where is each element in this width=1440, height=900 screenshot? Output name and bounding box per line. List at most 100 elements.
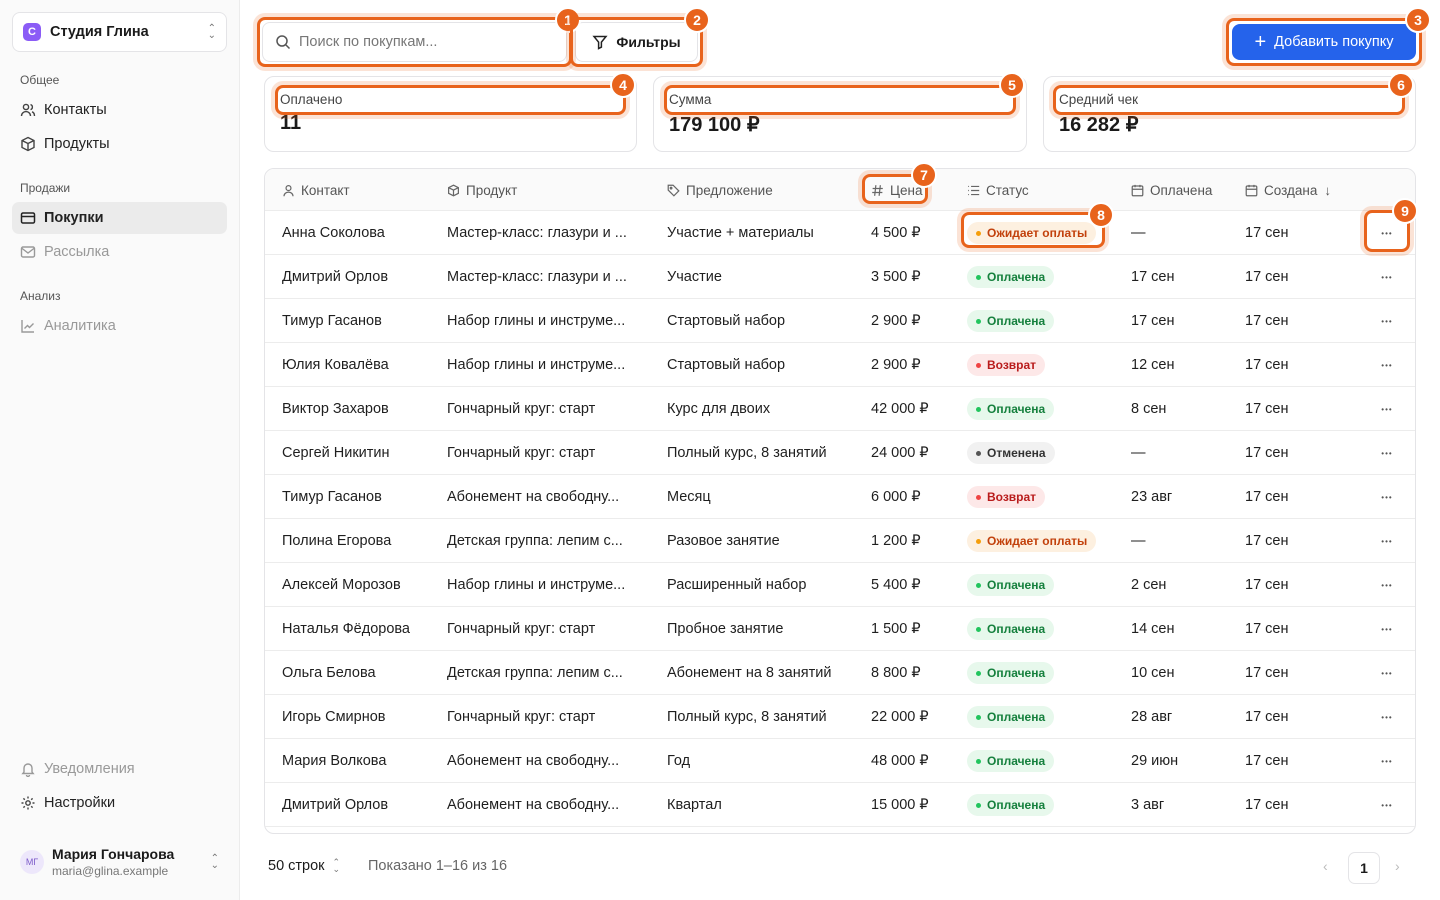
table-row[interactable]: Ольга Белова Детская группа: лепим с... Аб…: [265, 651, 1415, 695]
status-dot: [976, 758, 981, 764]
stat-label: Сумма: [669, 92, 712, 107]
sidebar-item-label: Аналитика: [44, 318, 116, 334]
tag-icon: [667, 184, 680, 197]
sidebar-item-label: Продукты: [44, 136, 110, 152]
sidebar-item-settings[interactable]: Настройки: [12, 787, 227, 819]
table-row[interactable]: Тимур Гасанов Набор глины и инструме... Ст…: [265, 299, 1415, 343]
status-label: Ожидает оплаты: [987, 226, 1088, 240]
chevron-up-down-icon: ⌃ ⌄: [210, 853, 219, 871]
cell-status: Возврат: [967, 343, 1046, 387]
search-box[interactable]: [262, 22, 567, 62]
user-email: maria@glina.example: [52, 864, 169, 878]
cell-created: 17 сен: [1245, 269, 1289, 285]
more-actions-icon[interactable]: •••: [1381, 624, 1393, 634]
status-badge: Оплачена: [967, 574, 1055, 596]
status-label: Отменена: [987, 446, 1046, 460]
sidebar-item-purchases[interactable]: Покупки: [12, 202, 227, 234]
table-row[interactable]: Сергей Никитин Гончарный круг: старт Полны…: [265, 431, 1415, 475]
cell-created: 17 сен: [1245, 313, 1289, 329]
table-row[interactable]: Виктор Захаров Гончарный круг: старт Курс …: [265, 387, 1415, 431]
cell-created: 17 сен: [1245, 577, 1289, 593]
more-actions-icon[interactable]: •••: [1381, 712, 1393, 722]
more-actions-icon[interactable]: •••: [1381, 360, 1393, 370]
table-row[interactable]: Полина Егорова Детская группа: лепим с...…: [265, 519, 1415, 563]
more-actions-icon[interactable]: •••: [1381, 404, 1393, 414]
cell-offer: Разовое занятие: [667, 533, 780, 549]
chevron-left-icon[interactable]: ‹: [1323, 858, 1328, 874]
bell-icon: [20, 761, 36, 777]
sidebar-item-notifications[interactable]: Уведомления: [12, 753, 227, 785]
table-row[interactable]: Наталья Фёдорова Гончарный круг: старт Про…: [265, 607, 1415, 651]
annotation-marker: 6: [1388, 72, 1414, 98]
sort-desc-icon[interactable]: ↓: [1324, 182, 1332, 198]
search-input[interactable]: [299, 34, 549, 50]
column-label: Цена: [890, 182, 923, 198]
cell-contact: Дмитрий Орлов: [282, 797, 389, 813]
status-label: Возврат: [987, 358, 1037, 372]
more-actions-icon[interactable]: •••: [1381, 316, 1393, 326]
table-row[interactable]: Дмитрий Орлов Мастер-класс: глазури и ...…: [265, 255, 1415, 299]
cell-contact: Виктор Захаров: [282, 401, 389, 417]
table-row[interactable]: Дмитрий Орлов Абонемент на свободну... Ква…: [265, 783, 1415, 827]
filters-label: Фильтры: [616, 34, 681, 50]
column-paid[interactable]: Оплачена: [1131, 169, 1212, 211]
table-row[interactable]: Юлия Ковалёва Набор глины и инструме... Ст…: [265, 343, 1415, 387]
table-row[interactable]: Анна Соколова Мастер-класс: глазури и ...…: [265, 211, 1415, 255]
column-product[interactable]: Продукт: [447, 169, 517, 211]
cell-status: Оплачена: [967, 563, 1055, 607]
status-dot: [976, 714, 981, 720]
cell-status: Отменена: [967, 431, 1055, 475]
status-dot: [976, 318, 981, 324]
table-row[interactable]: Тимур Гасанов Абонемент на свободну... Мес…: [265, 475, 1415, 519]
nav-group-general: Общее: [20, 73, 60, 87]
more-actions-icon[interactable]: •••: [1381, 580, 1393, 590]
column-created[interactable]: Создана ↓: [1245, 169, 1331, 211]
column-price[interactable]: Цена: [871, 169, 922, 211]
sidebar-item-mailing[interactable]: Рассылка: [12, 236, 227, 268]
cell-paid: —: [1131, 445, 1146, 461]
cell-paid: 17 сен: [1131, 313, 1175, 329]
cell-paid: 14 сен: [1131, 621, 1175, 637]
filters-button[interactable]: Фильтры: [575, 22, 698, 62]
cell-status: Оплачена: [967, 651, 1055, 695]
workspace-switcher[interactable]: С Студия Глина ⌃ ⌄: [12, 12, 227, 52]
status-badge: Возврат: [967, 354, 1046, 376]
more-actions-icon[interactable]: •••: [1381, 272, 1393, 282]
cell-created: 17 сен: [1245, 709, 1289, 725]
sidebar-item-products[interactable]: Продукты: [12, 128, 227, 160]
more-actions-icon[interactable]: •••: [1381, 492, 1393, 502]
table-row[interactable]: Игорь Смирнов Гончарный круг: старт Полный…: [265, 695, 1415, 739]
column-status[interactable]: Статус: [967, 169, 1029, 211]
status-label: Возврат: [987, 490, 1037, 504]
status-label: Оплачена: [987, 622, 1046, 636]
more-actions-icon[interactable]: •••: [1381, 536, 1393, 546]
cell-paid: 12 сен: [1131, 357, 1175, 373]
more-actions-icon[interactable]: •••: [1381, 448, 1393, 458]
more-actions-icon[interactable]: •••: [1381, 756, 1393, 766]
rows-per-page-select[interactable]: 50 строк ⌃ ⌄: [268, 858, 340, 875]
column-label: Оплачена: [1150, 182, 1213, 198]
cell-product: Гончарный круг: старт: [447, 621, 596, 637]
user-menu[interactable]: МГ Мария Гончарова maria@glina.example ⌃…: [12, 834, 227, 890]
column-offer[interactable]: Предложение: [667, 169, 773, 211]
calendar-icon: [1131, 184, 1144, 196]
chevron-right-icon[interactable]: ›: [1395, 858, 1400, 874]
more-actions-icon[interactable]: •••: [1381, 668, 1393, 678]
sidebar-item-contacts[interactable]: Контакты: [12, 94, 227, 126]
status-badge: Оплачена: [967, 266, 1055, 288]
more-actions-icon[interactable]: •••: [1381, 800, 1393, 810]
table-row[interactable]: Мария Волкова Абонемент на свободну... Год…: [265, 739, 1415, 783]
mail-icon: [20, 244, 36, 260]
user-name: Мария Гончарова: [52, 846, 175, 862]
table-row[interactable]: Алексей Морозов Набор глины и инструме...…: [265, 563, 1415, 607]
add-purchase-button[interactable]: + Добавить покупку: [1232, 24, 1416, 60]
sidebar-item-analytics[interactable]: Аналитика: [12, 310, 227, 342]
cell-status: Оплачена: [967, 783, 1055, 827]
cell-offer: Полный курс, 8 занятий: [667, 709, 827, 725]
cell-status: Ожидает оплаты: [967, 519, 1097, 563]
column-contact[interactable]: Контакт: [282, 169, 350, 211]
cell-offer: Абонемент на 8 занятий: [667, 665, 832, 681]
status-dot: [976, 406, 981, 412]
pagination-page[interactable]: 1: [1348, 852, 1380, 884]
more-actions-icon[interactable]: •••: [1381, 228, 1393, 238]
